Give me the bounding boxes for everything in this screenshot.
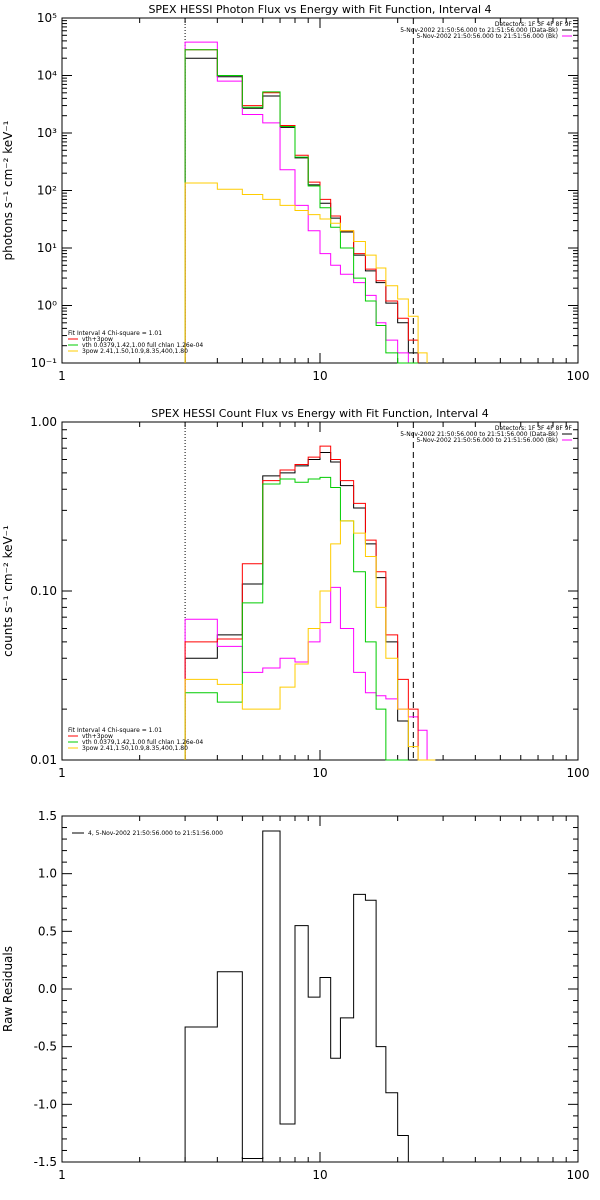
series-vth-3pow-line	[184, 49, 419, 363]
y-tick-label: 10¹	[37, 241, 57, 255]
x-tick-label: 1	[58, 1168, 66, 1182]
series-bk-line	[184, 41, 419, 364]
y-tick-label: 10⁻¹	[31, 356, 58, 370]
series-3pow-line	[184, 182, 428, 363]
panel-1: SPEX HESSI Photon Flux vs Energy with Fi…	[1, 3, 589, 383]
fit-legend-text: Fit Interval 4 Chi-square = 1.01	[68, 727, 162, 734]
info-text: Detectors: 1F 3F 4F 8F 9F	[495, 21, 573, 28]
series-vth-line	[184, 476, 409, 761]
series-3pow-line	[184, 520, 436, 761]
series-bk-line	[184, 586, 428, 760]
chart-title: SPEX HESSI Photon Flux vs Energy with Fi…	[148, 3, 491, 16]
series-vth-3pow-line	[184, 445, 419, 760]
y-tick-label: 0.0	[38, 982, 57, 996]
info-text: 5-Nov-2002 21:50:56.000 to 21:51:56.000 …	[416, 33, 558, 40]
fit-legend-text: vth+3pow	[82, 733, 113, 740]
fit-legend-text: Fit Interval 4 Chi-square = 1.01	[68, 330, 162, 337]
series-vth-line	[184, 49, 419, 364]
y-tick-label: -0.5	[34, 1040, 57, 1054]
info-text: 5-Nov-2002 21:50:56.000 to 21:51:56.000 …	[416, 437, 558, 444]
y-tick-label: -1.0	[34, 1097, 57, 1111]
y-tick-label: 10⁰	[37, 299, 57, 313]
y-tick-label: 0.01	[30, 753, 57, 767]
y-tick-label: 1.0	[38, 867, 57, 881]
x-tick-label: 100	[567, 369, 590, 383]
fit-legend-text: 3pow 2.41,1.50,10.9,8.35,400,1.80	[82, 745, 188, 752]
y-axis-label: photons s⁻¹ cm⁻² keV⁻¹	[1, 120, 15, 260]
y-tick-label: 10²	[37, 184, 57, 198]
chart-title: SPEX HESSI Count Flux vs Energy with Fit…	[151, 407, 488, 420]
x-tick-label: 100	[567, 766, 590, 780]
y-tick-label: 0.10	[30, 584, 57, 598]
y-tick-label: 10⁵	[37, 11, 57, 25]
x-tick-label: 1	[58, 766, 66, 780]
x-tick-label: 100	[567, 1168, 590, 1182]
y-tick-label: 0.5	[38, 924, 57, 938]
x-tick-label: 10	[312, 766, 327, 780]
panel-3: 1 10 100 -1.5 -1.0 -0.5 0.0 0.5 1.0 1.5 Raw Residu…	[1, 809, 589, 1182]
y-tick-label: 10³	[37, 126, 57, 140]
y-tick-label: 10⁴	[37, 69, 57, 83]
residual-legend-text: 4, 5-Nov-2002 21:50:56.000 to 21:51:56.0…	[88, 830, 223, 837]
info-text: Detectors: 1F 3F 4F 8F 9F	[495, 425, 573, 432]
y-axis-label: counts s⁻¹ cm⁻² keV⁻¹	[1, 525, 15, 657]
y-tick-label: 1.00	[30, 415, 57, 429]
x-tick-label: 10	[312, 369, 327, 383]
y-tick-label: -1.5	[34, 1155, 57, 1169]
series-4-line	[184, 830, 409, 1162]
info-text: 5-Nov-2002 21:50:56.000 to 21:51:56.000 …	[400, 27, 558, 34]
panel-2: SPEX HESSI Count Flux vs Energy with Fit…	[1, 407, 589, 780]
fit-legend-text: 3pow 2.41,1.50,10.9,8.35,400,1.80	[82, 348, 188, 355]
fit-legend-text: vth+3pow	[82, 336, 113, 343]
info-text: 5-Nov-2002 21:50:56.000 to 21:51:56.000 …	[400, 431, 558, 438]
fit-legend-text: vth 0.0379,1.42,1.00 full chlan 1.26e-04	[82, 739, 203, 746]
series-data-bk-line	[184, 451, 419, 761]
x-tick-label: 1	[58, 369, 66, 383]
fit-legend-text: vth 0.0379,1.42,1.00 full chlan 1.26e-04	[82, 342, 203, 349]
x-tick-label: 10	[312, 1168, 327, 1182]
y-axis-label: Raw Residuals	[1, 946, 15, 1032]
y-tick-label: 1.5	[38, 809, 57, 823]
